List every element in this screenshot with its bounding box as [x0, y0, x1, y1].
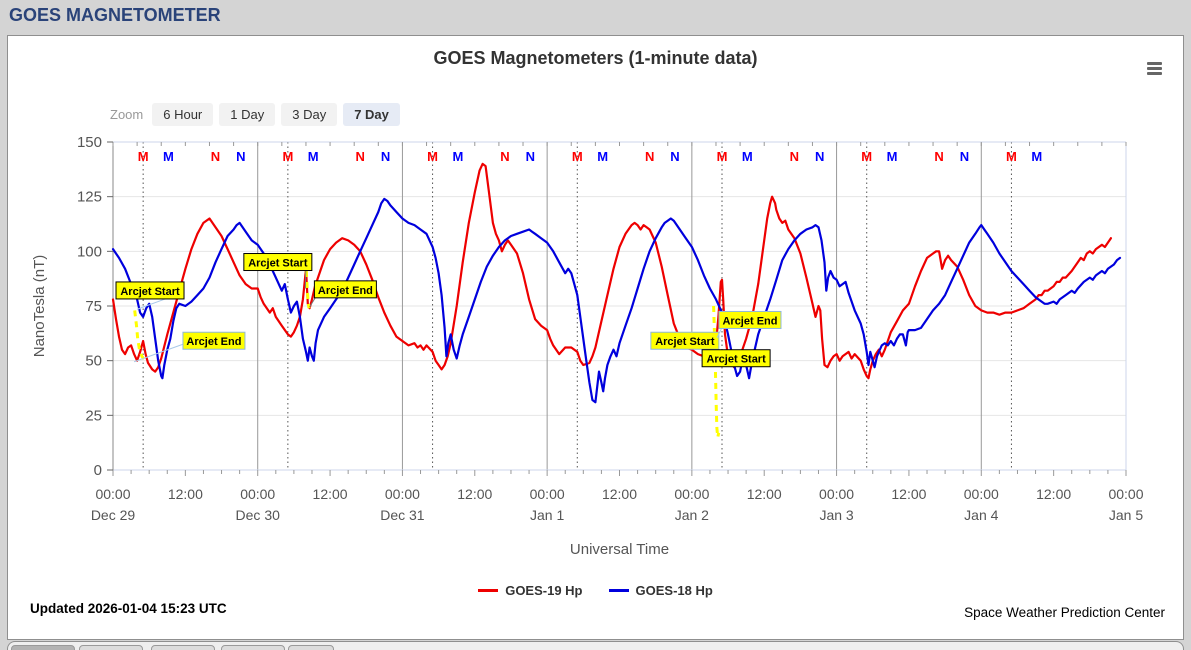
satellite-marker-letter: M: [163, 149, 174, 164]
satellite-marker-letter: M: [1031, 149, 1042, 164]
satellite-marker-letter: N: [211, 149, 220, 164]
arcjet-label-text: Arcjet Start: [120, 286, 180, 298]
satellite-marker-letter: M: [742, 149, 753, 164]
x-tick-time-label: 00:00: [385, 486, 420, 502]
updated-timestamp: Updated 2026-01-04 15:23 UTC: [30, 601, 227, 616]
satellite-marker-letter: M: [1006, 149, 1017, 164]
x-tick-date-label: Jan 4: [964, 507, 998, 523]
x-tick-date-label: Jan 1: [530, 507, 564, 523]
x-tick-time-label: 00:00: [240, 486, 275, 502]
satellite-marker-letter: N: [645, 149, 654, 164]
x-tick-date-label: Jan 2: [675, 507, 709, 523]
legend-item-goes19[interactable]: GOES-19 Hp: [478, 583, 582, 598]
satellite-marker-letter: N: [960, 149, 969, 164]
satellite-marker-letter: M: [572, 149, 583, 164]
satellite-marker-letter: M: [597, 149, 608, 164]
x-tick-date-label: Dec 29: [91, 507, 136, 523]
satellite-marker-letter: N: [236, 149, 245, 164]
x-tick-time-label: 00:00: [819, 486, 854, 502]
arcjet-label-text: Arcjet End: [186, 336, 241, 348]
y-tick-label: 25: [85, 407, 102, 424]
y-axis-title: NanoTesla (nT): [31, 255, 48, 358]
satellite-marker-letter: N: [526, 149, 535, 164]
zoom-button-6hour[interactable]: 6 Hour: [152, 103, 213, 126]
satellite-marker-letter: M: [887, 149, 898, 164]
zoom-label: Zoom: [110, 107, 143, 122]
zoom-button-1day[interactable]: 1 Day: [219, 103, 275, 126]
y-tick-label: 50: [85, 353, 102, 370]
credit-text: Space Weather Prediction Center: [964, 605, 1165, 620]
zoom-toolbar: Zoom 6 Hour 1 Day 3 Day 7 Day: [110, 103, 400, 126]
x-tick-date-label: Jan 5: [1109, 507, 1143, 523]
x-tick-time-label: 00:00: [1108, 486, 1143, 502]
satellite-marker-letter: M: [861, 149, 872, 164]
satellite-marker-letter: N: [790, 149, 799, 164]
x-axis-title: Universal Time: [570, 541, 669, 558]
x-tick-time-label: 00:00: [530, 486, 565, 502]
satellite-marker-letter: N: [356, 149, 365, 164]
bottom-tab-stub[interactable]: [288, 645, 334, 650]
satellite-marker-letter: M: [282, 149, 293, 164]
satellite-marker-letter: N: [934, 149, 943, 164]
page-title: GOES MAGNETOMETER: [9, 5, 221, 26]
x-tick-time-label: 00:00: [674, 486, 709, 502]
satellite-marker-letter: N: [381, 149, 390, 164]
zoom-button-3day[interactable]: 3 Day: [281, 103, 337, 126]
page-header: GOES MAGNETOMETER: [0, 0, 1191, 34]
x-tick-date-label: Dec 31: [380, 507, 425, 523]
zoom-button-7day[interactable]: 7 Day: [343, 103, 400, 126]
bottom-tab-stub[interactable]: [151, 645, 215, 650]
y-tick-label: 125: [77, 189, 102, 206]
y-tick-label: 75: [85, 298, 102, 315]
chart-menu-button[interactable]: [1141, 57, 1167, 79]
bottom-tab-stub[interactable]: [79, 645, 143, 650]
satellite-marker-letter: M: [452, 149, 463, 164]
satellite-marker-letter: M: [308, 149, 319, 164]
x-tick-time-label: 12:00: [602, 486, 637, 502]
x-tick-time-label: 00:00: [95, 486, 130, 502]
y-tick-label: 100: [77, 243, 102, 260]
x-tick-time-label: 12:00: [891, 486, 926, 502]
chart-title: GOES Magnetometers (1-minute data): [8, 48, 1183, 69]
bottom-tab-stub[interactable]: [221, 645, 285, 650]
chart-panel: 0 25 50 75 100 125 150 00:00 Dec 29 12:00 00:00 Dec…: [7, 35, 1184, 640]
x-tick-time-label: 12:00: [1036, 486, 1071, 502]
legend-label-goes19: GOES-19 Hp: [505, 583, 582, 598]
magnetometer-chart[interactable]: 0 25 50 75 100 125 150 00:00 Dec 29 12:00 00:00 Dec…: [8, 36, 1181, 637]
x-tick-time-label: 12:00: [747, 486, 782, 502]
y-tick-label: 0: [94, 462, 102, 479]
satellite-marker-letter: M: [427, 149, 438, 164]
legend-item-goes18[interactable]: GOES-18 Hp: [609, 583, 713, 598]
x-tick-time-label: 12:00: [313, 486, 348, 502]
hamburger-icon: [1143, 62, 1165, 75]
goes19-line-swatch: [478, 589, 498, 592]
satellite-marker-letter: N: [500, 149, 509, 164]
satellite-marker-letter: M: [138, 149, 149, 164]
satellite-marker-letter: N: [670, 149, 679, 164]
satellite-marker-letter: M: [717, 149, 728, 164]
x-tick-time-label: 12:00: [168, 486, 203, 502]
arcjet-label-text: Arcjet End: [318, 285, 373, 297]
x-tick-time-label: 00:00: [964, 486, 999, 502]
chart-legend: GOES-19 Hp GOES-18 Hp: [8, 583, 1183, 598]
bottom-tab-stub[interactable]: [11, 645, 75, 650]
x-tick-date-label: Jan 3: [819, 507, 853, 523]
x-tick-time-label: 12:00: [457, 486, 492, 502]
arcjet-label-text: Arcjet End: [722, 315, 777, 327]
legend-label-goes18: GOES-18 Hp: [636, 583, 713, 598]
x-tick-date-label: Dec 30: [236, 507, 281, 523]
y-tick-label: 150: [77, 134, 102, 151]
arcjet-label-text: Arcjet Start: [248, 258, 308, 270]
goes18-line-swatch: [609, 589, 629, 592]
arcjet-label-text: Arcjet Start: [655, 336, 715, 348]
satellite-marker-letter: N: [815, 149, 824, 164]
arcjet-label-text: Arcjet Start: [706, 354, 766, 366]
